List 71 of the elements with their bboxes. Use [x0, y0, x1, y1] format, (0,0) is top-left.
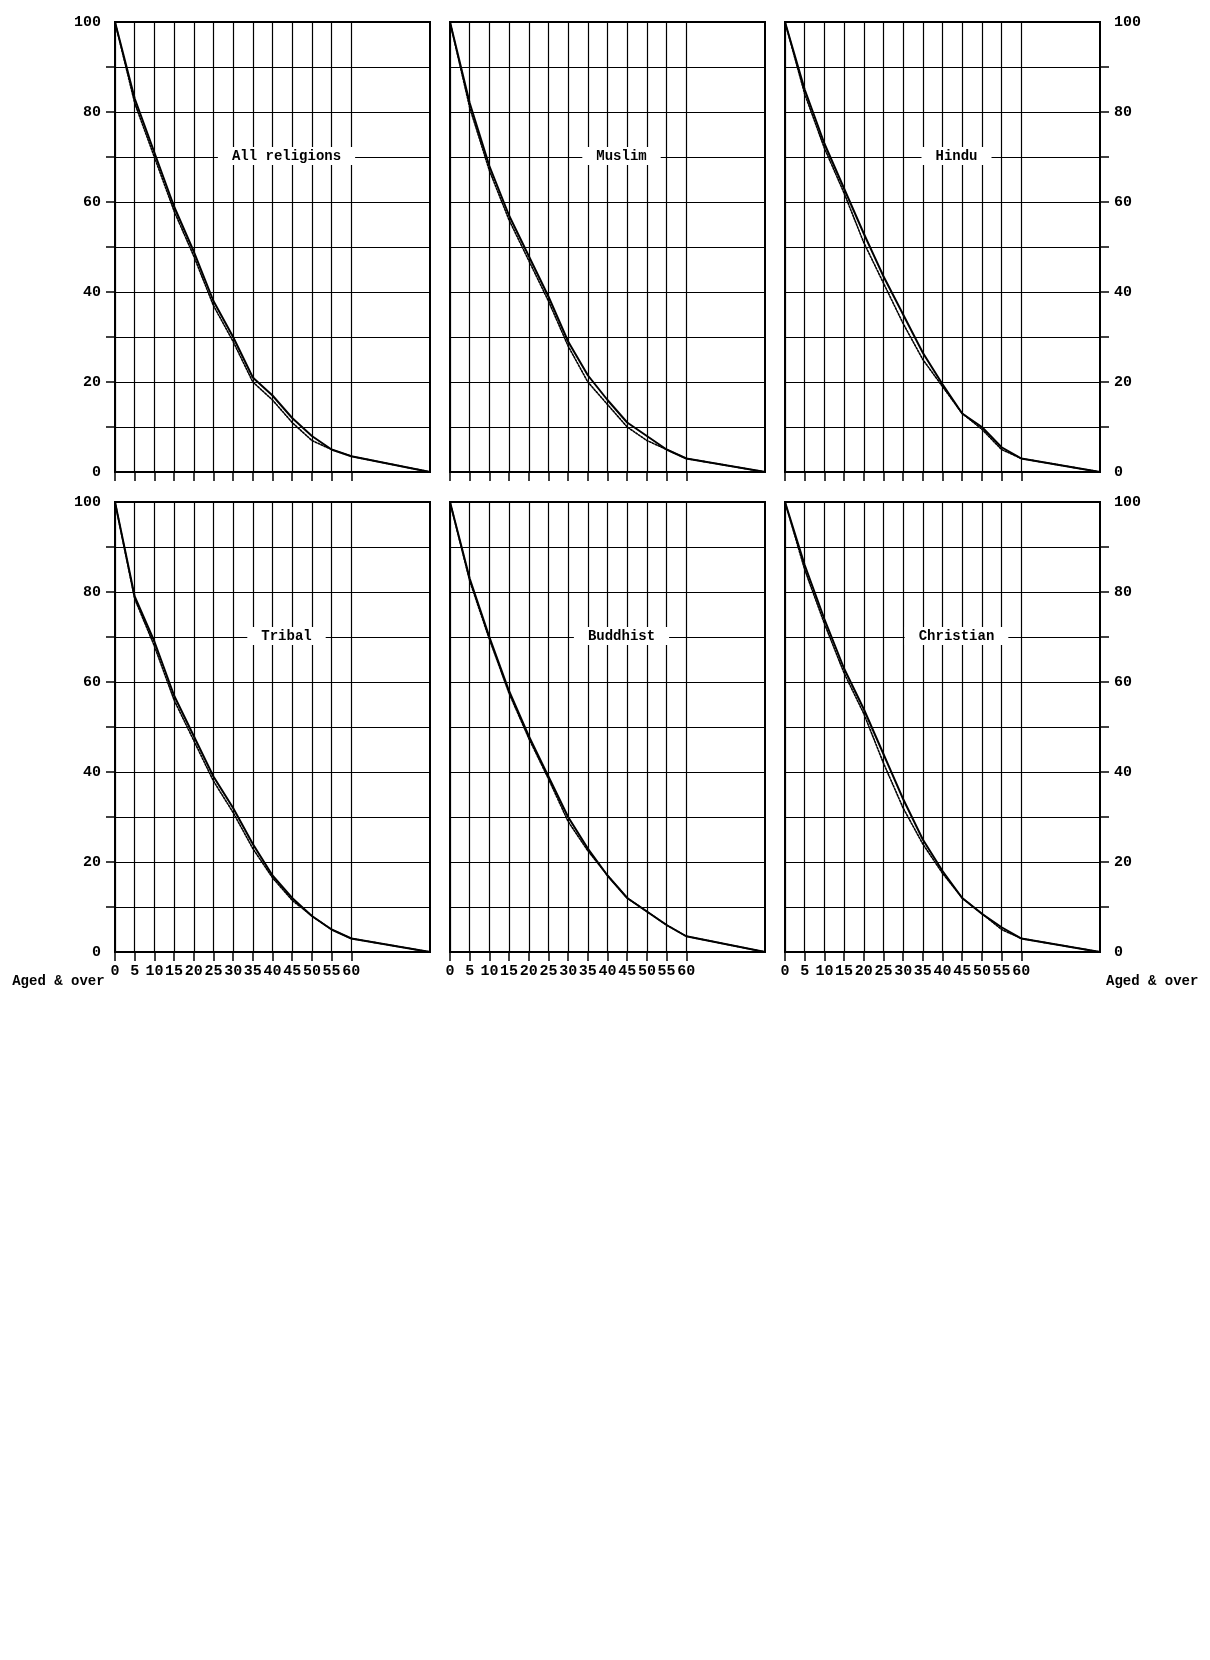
x-tick-label: 50 [972, 963, 991, 980]
x-tick-label: 55 [992, 963, 1011, 980]
x-tick-label: 5 [130, 963, 140, 980]
x-tick-label: 50 [637, 963, 656, 980]
x-tick-label: 40 [263, 963, 282, 980]
y-tick-label: 60 [82, 193, 101, 211]
x-tick-label: 45 [618, 963, 637, 980]
y-tick-label: 100 [73, 13, 101, 31]
x-tick-label: 25 [204, 963, 223, 980]
y-tick-label: 60 [1114, 673, 1133, 691]
y-tick-label: 0 [1114, 463, 1124, 481]
x-tick-label: 20 [184, 963, 203, 980]
x-tick-label: 5 [800, 963, 810, 980]
x-axis-title: Aged & over [1106, 973, 1199, 989]
y-tick-label: 0 [91, 463, 101, 481]
x-tick-label: 40 [933, 963, 952, 980]
y-tick-label: 40 [82, 763, 101, 781]
y-tick-label: 40 [1114, 763, 1133, 781]
y-tick-label: 80 [1114, 103, 1133, 121]
x-tick-label: 55 [322, 963, 341, 980]
y-tick-label: 100 [1114, 493, 1142, 511]
y-tick-label: 0 [91, 943, 101, 961]
x-tick-label: 25 [874, 963, 893, 980]
y-tick-label: 80 [1114, 583, 1133, 601]
y-tick-label: 40 [1114, 283, 1133, 301]
x-tick-label: 35 [578, 963, 597, 980]
x-tick-label: 0 [780, 963, 790, 980]
text: All religions [231, 148, 342, 164]
x-tick-label: 45 [283, 963, 302, 980]
x-tick-label: 40 [598, 963, 617, 980]
x-tick-label: 10 [815, 963, 834, 980]
x-tick-label: 45 [953, 963, 972, 980]
text: Muslim [596, 148, 647, 164]
x-tick-label: 60 [342, 963, 361, 980]
x-tick-label: 20 [854, 963, 873, 980]
x-tick-label: 15 [165, 963, 184, 980]
x-tick-label: 25 [539, 963, 558, 980]
y-tick-label: 100 [1114, 13, 1142, 31]
x-tick-label: 30 [559, 963, 578, 980]
y-tick-label: 20 [82, 853, 101, 871]
x-tick-label: 15 [500, 963, 519, 980]
x-tick-label: 55 [657, 963, 676, 980]
x-tick-label: 10 [145, 963, 164, 980]
x-tick-label: 60 [1012, 963, 1031, 980]
y-tick-label: 60 [82, 673, 101, 691]
x-tick-label: 5 [465, 963, 475, 980]
y-tick-label: 20 [1114, 373, 1133, 391]
text: Buddhist [587, 628, 656, 644]
y-tick-label: 20 [1114, 853, 1133, 871]
y-tick-label: 80 [82, 103, 101, 121]
y-tick-label: 60 [1114, 193, 1133, 211]
x-tick-label: 0 [445, 963, 455, 980]
x-tick-label: 30 [224, 963, 243, 980]
x-tick-label: 35 [243, 963, 262, 980]
x-tick-label: 15 [835, 963, 854, 980]
x-tick-label: 35 [913, 963, 932, 980]
y-tick-label: 0 [1114, 943, 1124, 961]
x-tick-label: 10 [480, 963, 499, 980]
text: Tribal [261, 628, 312, 644]
x-tick-label: 60 [677, 963, 696, 980]
y-tick-label: 20 [82, 373, 101, 391]
x-tick-label: 0 [110, 963, 120, 980]
y-tick-label: 40 [82, 283, 101, 301]
text: Hindu [935, 148, 978, 164]
x-tick-label: 50 [302, 963, 321, 980]
y-tick-label: 100 [73, 493, 101, 511]
text: Christian [918, 628, 995, 644]
x-axis-title: Aged & over [12, 973, 105, 989]
y-tick-label: 80 [82, 583, 101, 601]
x-tick-label: 20 [519, 963, 538, 980]
x-tick-label: 30 [894, 963, 913, 980]
